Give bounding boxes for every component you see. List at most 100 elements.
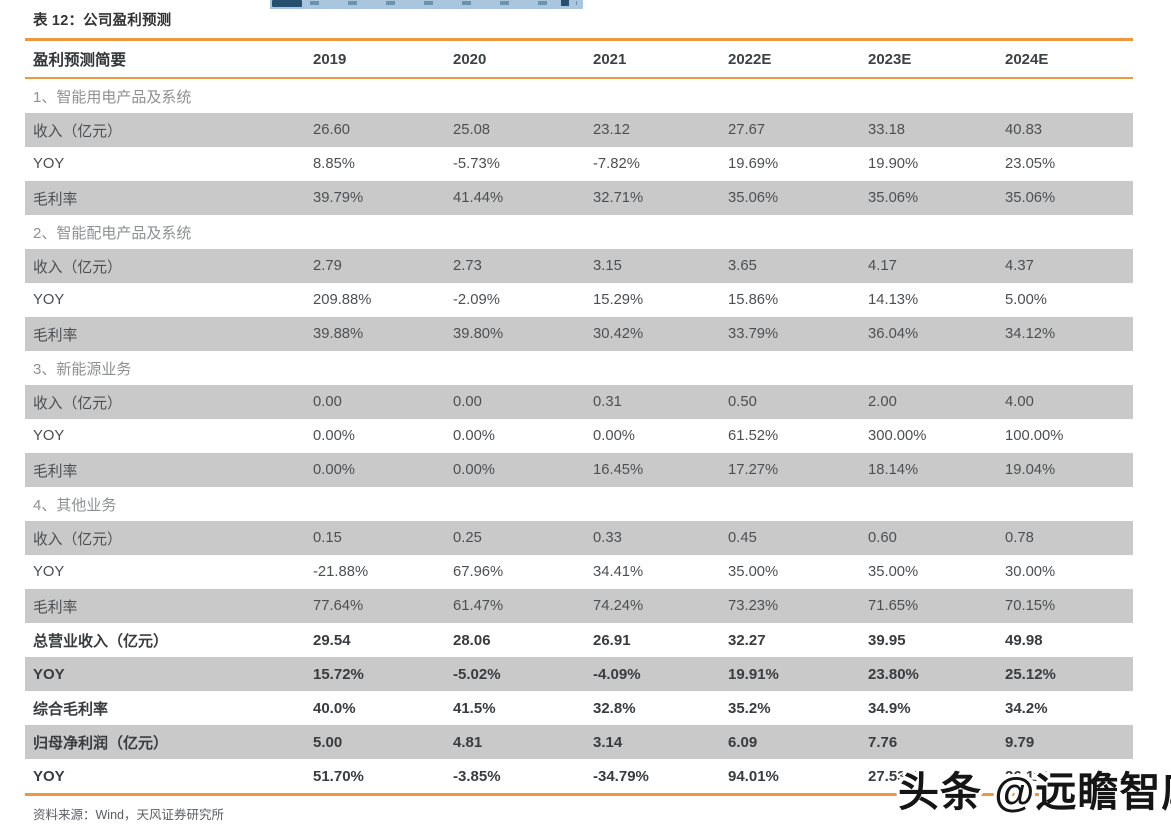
cell-value: 36.04% <box>868 326 919 342</box>
cell-value: 51.70% <box>313 767 364 785</box>
table-row: 收入（亿元） 0.00 0.00 0.31 0.50 2.00 4.00 <box>25 385 1133 419</box>
cell-value: 3.15 <box>593 258 622 274</box>
profit-forecast-table: 盈利预测简要 2019 2020 2021 2022E 2023E 2024E … <box>25 38 1133 796</box>
row-label: 毛利率 <box>33 191 78 208</box>
row-label: 收入（亿元） <box>33 531 122 548</box>
cell-value: 33.18 <box>868 122 906 138</box>
clipped-text-dot <box>561 0 569 6</box>
cell-value: -4.09% <box>593 665 641 683</box>
cell-value: 61.47% <box>453 598 504 614</box>
cell-value: 15.72% <box>313 665 364 683</box>
cell-value: 35.2% <box>728 699 771 717</box>
cell-value: 5.00% <box>1005 292 1047 308</box>
cell-value: 15.86% <box>728 292 779 308</box>
cell-value: 18.14% <box>868 462 919 478</box>
cell-value: 71.65% <box>868 598 919 614</box>
cell-value: 19.04% <box>1005 462 1056 478</box>
cell-value: 26.60 <box>313 122 351 138</box>
header-year-2019: 2019 <box>313 50 347 68</box>
cell-value: 8.85% <box>313 156 355 172</box>
cell-value: 4.81 <box>453 733 483 751</box>
cell-value: 0.00 <box>453 394 482 410</box>
watermark: 头条 @远瞻智库 <box>898 769 1171 815</box>
cell-value: 34.41% <box>593 564 644 580</box>
cell-value: 34.2% <box>1005 699 1048 717</box>
cell-value: 67.96% <box>453 564 504 580</box>
cell-value: -34.79% <box>593 767 649 785</box>
cell-value: 39.80% <box>453 326 504 342</box>
cell-value: 4.00 <box>1005 394 1034 410</box>
cell-value: 5.00 <box>313 733 343 751</box>
clipped-blue-strip <box>270 0 583 9</box>
table-row: 收入（亿元） 2.79 2.73 3.15 3.65 4.17 4.37 <box>25 249 1133 283</box>
row-label: YOY <box>33 564 65 580</box>
row-label: YOY <box>33 156 65 172</box>
cell-value: 0.00% <box>313 428 355 444</box>
table-row: 毛利率 77.64% 61.47% 74.24% 73.23% 71.65% 70.15% <box>25 589 1133 623</box>
header-year-2020: 2020 <box>453 50 487 68</box>
table-row: YOY 8.85% -5.73% -7.82% 19.69% 19.90% 23.05% <box>25 147 1133 181</box>
cell-value: 6.09 <box>728 733 758 751</box>
table-row: YOY 0.00% 0.00% 0.00% 61.52% 300.00% 100.00% <box>25 419 1133 453</box>
cell-value: 0.00% <box>313 462 355 478</box>
clipped-text-dashes <box>310 1 577 5</box>
section-title-row: 2、智能配电产品及系统 <box>25 215 1133 249</box>
table-row: 毛利率 39.88% 39.80% 30.42% 33.79% 36.04% 34.12% <box>25 317 1133 351</box>
table-row: YOY -21.88% 67.96% 34.41% 35.00% 35.00% 30.00% <box>25 555 1133 589</box>
cell-value: 19.91% <box>728 665 779 683</box>
row-label: 归母净利润（亿元） <box>33 734 169 752</box>
table-row: 收入（亿元） 0.15 0.25 0.33 0.45 0.60 0.78 <box>25 521 1133 555</box>
cell-value: 0.60 <box>868 530 897 546</box>
header-year-2021: 2021 <box>593 50 627 68</box>
table-row: 收入（亿元） 26.60 25.08 23.12 27.67 33.18 40.83 <box>25 113 1133 147</box>
cell-value: 100.00% <box>1005 428 1064 444</box>
header-label: 盈利预测简要 <box>33 52 127 69</box>
cell-value: 34.9% <box>868 699 911 717</box>
cell-value: 39.88% <box>313 326 364 342</box>
table-header-row: 盈利预测简要 2019 2020 2021 2022E 2023E 2024E <box>25 38 1133 79</box>
cell-value: 19.90% <box>868 156 919 172</box>
cell-value: 32.71% <box>593 190 644 206</box>
cell-value: 29.54 <box>313 631 351 649</box>
row-label: YOY <box>33 767 65 785</box>
row-label: 收入（亿元） <box>33 395 122 412</box>
cell-value: 0.00% <box>593 428 635 444</box>
cell-value: 73.23% <box>728 598 779 614</box>
cell-value: 0.31 <box>593 394 622 410</box>
cell-value: 27.53% <box>868 767 919 785</box>
cell-value: 4.17 <box>868 258 897 274</box>
row-label: 3、新能源业务 <box>33 360 132 378</box>
cell-value: 0.00% <box>453 462 495 478</box>
row-label: YOY <box>33 665 65 683</box>
cell-value: 300.00% <box>868 428 927 444</box>
row-label: YOY <box>33 292 65 308</box>
cell-value: 3.14 <box>593 733 623 751</box>
clipped-text-fragment <box>272 0 302 7</box>
cell-value: 4.37 <box>1005 258 1034 274</box>
table-row: 毛利率 0.00% 0.00% 16.45% 17.27% 18.14% 19.04% <box>25 453 1133 487</box>
cell-value: 33.79% <box>728 326 779 342</box>
table-row: YOY 209.88% -2.09% 15.29% 15.86% 14.13% 5.00% <box>25 283 1133 317</box>
cell-value: 25.08 <box>453 122 491 138</box>
cell-value: 70.15% <box>1005 598 1056 614</box>
cell-value: -2.09% <box>453 292 500 308</box>
table-caption: 表 12：公司盈利预测 <box>33 13 172 29</box>
cell-value: 23.80% <box>868 665 919 683</box>
cell-value: 94.01% <box>728 767 779 785</box>
cell-value: 74.24% <box>593 598 644 614</box>
cell-value: 34.12% <box>1005 326 1056 342</box>
cell-value: 16.45% <box>593 462 644 478</box>
section-title-row: 3、新能源业务 <box>25 351 1133 385</box>
cell-value: 32.27 <box>728 631 766 649</box>
cell-value: -21.88% <box>313 564 369 580</box>
cell-value: 28.06 <box>453 631 491 649</box>
cell-value: 0.50 <box>728 394 757 410</box>
cell-value: 35.06% <box>868 190 919 206</box>
summary-row: YOY 15.72% -5.02% -4.09% 19.91% 23.80% 25.12% <box>25 657 1133 691</box>
cell-value: 40.83 <box>1005 122 1043 138</box>
cell-value: 41.5% <box>453 699 496 717</box>
summary-row: 综合毛利率 40.0% 41.5% 32.8% 35.2% 34.9% 34.2% <box>25 691 1133 725</box>
row-label: 1、智能用电产品及系统 <box>33 88 192 106</box>
cell-value: 35.00% <box>868 564 919 580</box>
row-label: 综合毛利率 <box>33 700 109 718</box>
